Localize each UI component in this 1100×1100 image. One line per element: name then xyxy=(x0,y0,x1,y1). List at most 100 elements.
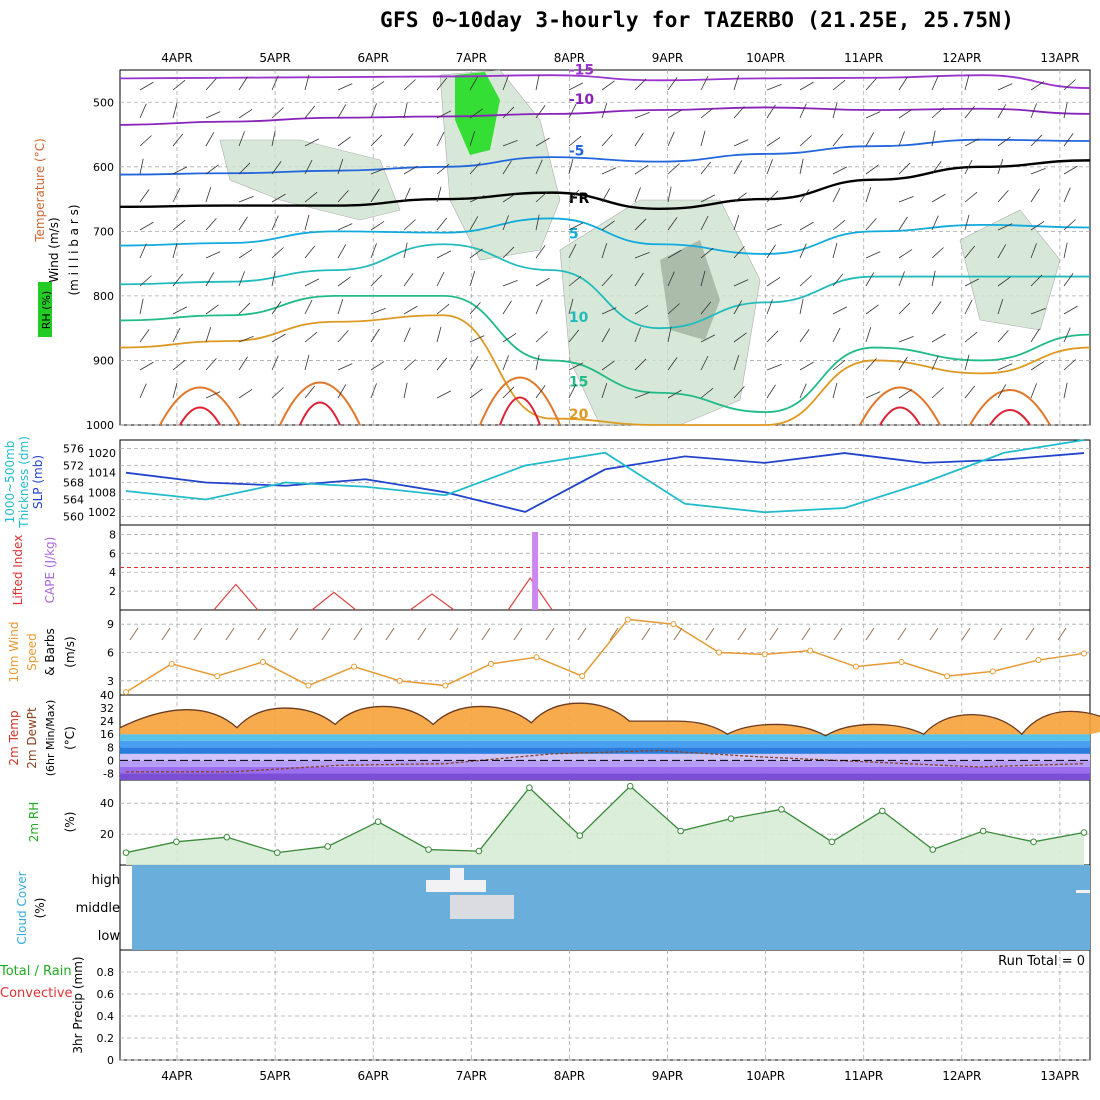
warm-contour xyxy=(279,381,361,426)
wind-barb xyxy=(931,130,936,147)
y-tick-label-right: 1020 xyxy=(88,447,116,460)
wind-barb xyxy=(502,75,509,91)
top-date-label: 6APR xyxy=(357,51,388,65)
wind-barb xyxy=(304,331,318,343)
wind-barb xyxy=(568,275,582,287)
wind-barb xyxy=(766,330,779,343)
wind-barb xyxy=(997,190,1009,203)
wind-barb xyxy=(535,354,540,371)
slp-label: SLP (mb) xyxy=(31,455,45,509)
wind-barb xyxy=(964,191,978,203)
wind-barb xyxy=(370,221,385,231)
wind-barb xyxy=(766,223,782,231)
wind-barb xyxy=(733,215,740,231)
top-date-label: 11APR xyxy=(844,51,883,65)
wind-barb xyxy=(535,159,543,175)
cloud-high-edge xyxy=(1076,890,1090,893)
top-date-label: 9APR xyxy=(652,51,683,65)
rh-fill xyxy=(126,786,1084,865)
y-tick-label: 0.8 xyxy=(97,966,115,979)
wind-barb xyxy=(205,304,219,315)
wind-barb xyxy=(139,135,152,147)
rh-point xyxy=(374,818,382,826)
wind-barb xyxy=(337,330,349,343)
warm-contour xyxy=(159,386,241,426)
rh-point xyxy=(273,849,281,856)
wind-barb xyxy=(1063,273,1074,287)
temp-band xyxy=(120,740,1090,748)
wind-barb xyxy=(997,384,1007,399)
rh-region xyxy=(559,199,761,426)
wind-barb xyxy=(1030,361,1045,371)
top-date-label: 4APR xyxy=(161,51,192,65)
panel-frame xyxy=(119,949,1091,1061)
wind-barb xyxy=(799,81,814,91)
chart-title: GFS 0~10day 3-hourly for TAZERBO (21.25E… xyxy=(380,8,1015,32)
y-tick-label-right: 6 xyxy=(109,547,116,560)
wind-barb xyxy=(700,161,712,175)
wind-barb xyxy=(964,278,980,287)
wind-barb xyxy=(436,77,448,91)
wind-barb xyxy=(337,363,353,371)
wind-barb xyxy=(535,137,550,147)
wind-barb xyxy=(898,131,905,147)
wind-barb xyxy=(568,158,574,175)
wind-point xyxy=(989,668,996,675)
cloud-bg xyxy=(132,865,1090,950)
rh-point xyxy=(1080,829,1088,836)
wind-barb xyxy=(733,160,743,175)
wind-barb xyxy=(436,163,450,175)
wind-barb xyxy=(436,217,448,231)
wind-barb xyxy=(997,276,1011,287)
wind-barb xyxy=(238,271,245,287)
wind-barb xyxy=(436,326,442,343)
rh-legend-label: RH (%) xyxy=(40,291,53,329)
isotherm-line xyxy=(119,74,1091,89)
wind-barb xyxy=(931,75,939,91)
temp-fill xyxy=(120,703,1100,736)
wind-barb xyxy=(403,133,414,147)
isotherm-label: 5 xyxy=(569,226,579,242)
wind-barb xyxy=(865,187,872,203)
rh-point xyxy=(173,838,180,846)
wind-barb xyxy=(667,271,675,287)
run-total-label: Run Total = 0 xyxy=(998,954,1085,969)
wind-barb xyxy=(568,103,577,119)
wind-barb xyxy=(931,333,946,343)
rh-point xyxy=(223,833,231,841)
wind-barb xyxy=(469,271,476,287)
wind-barb-10m xyxy=(545,627,555,641)
wind-barb xyxy=(304,191,318,203)
wind-barb xyxy=(634,327,641,343)
wind-barb xyxy=(832,79,846,91)
wind-barb xyxy=(1030,221,1045,231)
wind-barb xyxy=(799,275,812,287)
wind-barb xyxy=(964,159,973,175)
wind-barb xyxy=(898,195,914,203)
bottom-date-label: 10APR xyxy=(746,1069,785,1083)
wind-barb xyxy=(535,105,546,119)
li-peak xyxy=(507,576,553,611)
wind-barb xyxy=(931,247,944,259)
wind-barb xyxy=(667,131,675,147)
y-tick-label: 8 xyxy=(107,741,114,754)
wind-barb xyxy=(403,305,418,315)
wind-barb xyxy=(139,275,152,287)
wind-barb xyxy=(172,327,181,343)
bottom-date-label: 13APR xyxy=(1040,1069,1079,1083)
bottom-date-label: 6APR xyxy=(357,1069,388,1083)
wind-barb xyxy=(667,326,672,343)
wind-barb xyxy=(865,78,877,91)
wind-barb-10m xyxy=(961,627,971,641)
wind-barb xyxy=(634,305,649,315)
wind-barb xyxy=(502,386,515,399)
y-tick-label: 560 xyxy=(63,511,84,524)
wind-barb xyxy=(832,242,838,259)
temp-band xyxy=(120,734,1090,741)
wind-barb xyxy=(205,164,219,175)
wind-barb xyxy=(865,391,881,399)
wind-barb xyxy=(337,190,349,203)
wind-barb xyxy=(766,190,779,203)
wind-barb xyxy=(172,273,184,287)
